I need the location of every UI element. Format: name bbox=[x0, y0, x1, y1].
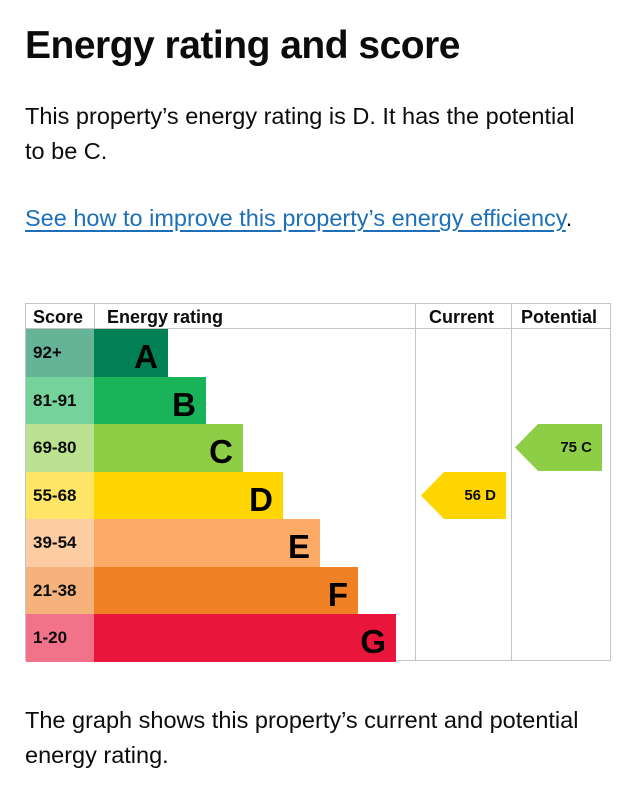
rating-summary: This property’s energy rating is D. It h… bbox=[25, 103, 575, 164]
band-bar-b: B bbox=[94, 376, 206, 425]
band-bar-a: A bbox=[94, 329, 168, 377]
band-letter-a: A bbox=[134, 338, 158, 375]
band-bar-d: D bbox=[94, 471, 283, 520]
current-rating-arrow: 56 D bbox=[421, 471, 506, 520]
band-score-e: 39-54 bbox=[26, 519, 94, 567]
potential-column-divider bbox=[511, 304, 512, 660]
header-score: Score bbox=[33, 307, 84, 327]
band-row-a: 92+ A bbox=[26, 329, 416, 377]
header-divider bbox=[26, 328, 610, 329]
band-row-d: 55-68 D bbox=[26, 471, 416, 520]
band-letter-g: G bbox=[360, 623, 386, 660]
band-score-d: 55-68 bbox=[26, 471, 94, 520]
improve-efficiency-paragraph: See how to improve this property’s energ… bbox=[25, 201, 585, 236]
graph-caption: The graph shows this property’s current … bbox=[25, 707, 579, 768]
current-arrow-shape bbox=[421, 471, 506, 519]
improve-efficiency-link[interactable]: See how to improve this property’s energ… bbox=[25, 205, 566, 231]
band-row-c: 69-80 C bbox=[26, 424, 416, 472]
band-letter-c: C bbox=[209, 433, 233, 470]
potential-arrow-shape bbox=[515, 424, 602, 471]
band-score-g: 1-20 bbox=[26, 614, 94, 662]
header-current: Current bbox=[429, 307, 495, 327]
band-bar-f: F bbox=[94, 566, 358, 615]
band-bar-c: C bbox=[94, 424, 243, 472]
band-bar-e: E bbox=[94, 519, 320, 567]
link-suffix: . bbox=[565, 205, 573, 231]
band-row-g: 1-20 G bbox=[26, 614, 416, 662]
current-column-divider bbox=[415, 304, 416, 660]
band-bar-g: G bbox=[94, 614, 396, 662]
band-letter-f: F bbox=[327, 575, 348, 613]
band-score-b: 81-91 bbox=[26, 376, 94, 425]
potential-rating-label: 75 C bbox=[560, 439, 592, 456]
band-row-b: 81-91 B bbox=[26, 376, 416, 425]
potential-rating-arrow: 75 C bbox=[515, 424, 602, 472]
band-row-e: 39-54 E bbox=[26, 519, 416, 567]
band-score-a: 92+ bbox=[26, 329, 94, 377]
header-potential: Potential bbox=[521, 307, 598, 327]
band-letter-d: D bbox=[249, 480, 273, 518]
page-title: Energy rating and score bbox=[25, 24, 460, 67]
header-energy-rating: Energy rating bbox=[107, 307, 224, 327]
band-letter-b: B bbox=[172, 385, 196, 423]
band-row-f: 21-38 F bbox=[26, 566, 416, 615]
current-rating-label: 56 D bbox=[464, 486, 496, 504]
score-column-divider bbox=[94, 304, 95, 328]
energy-rating-chart: Score Energy rating Current Potential 92… bbox=[25, 303, 611, 662]
band-letter-e: E bbox=[287, 528, 310, 565]
band-score-f: 21-38 bbox=[26, 566, 94, 615]
band-score-c: 69-80 bbox=[26, 424, 94, 472]
